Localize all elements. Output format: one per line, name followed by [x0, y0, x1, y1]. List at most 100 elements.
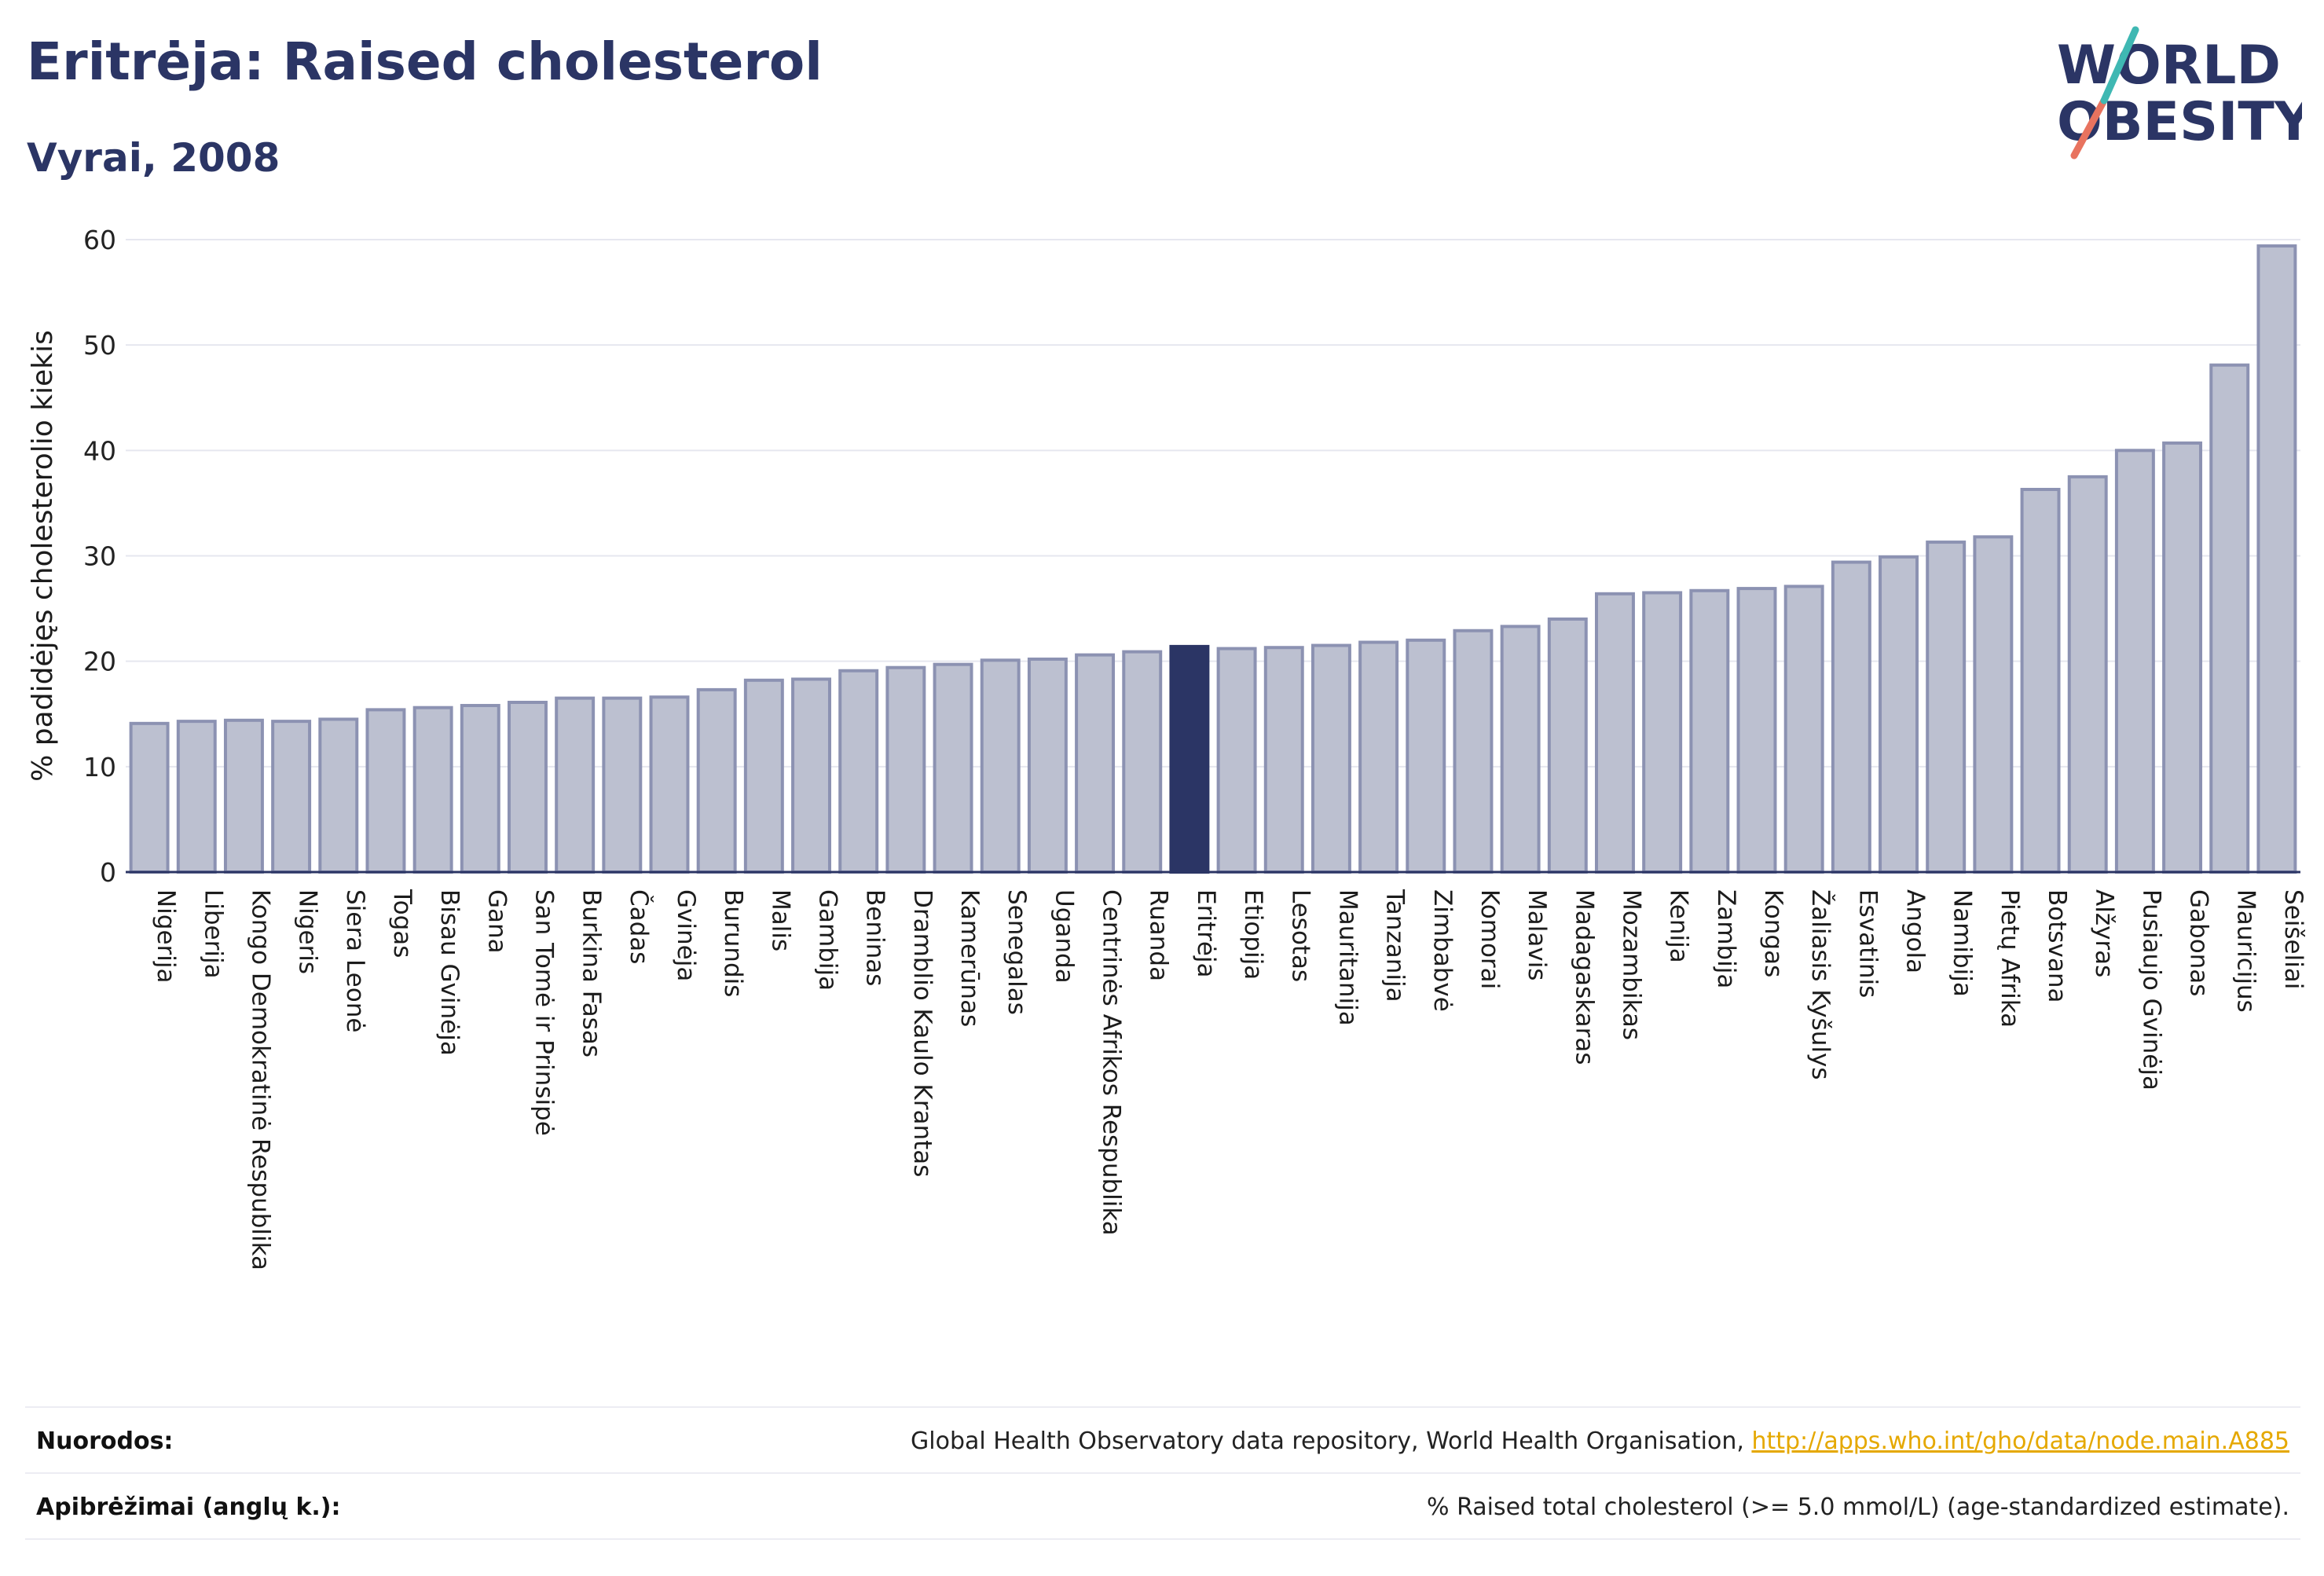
bar [365, 708, 406, 874]
x-tick-label: Lesotas [1286, 889, 1314, 982]
bar [602, 696, 643, 874]
bar [1642, 591, 1683, 874]
y-axis-label: % padidėjęs cholesterolio kiekis [27, 330, 59, 782]
x-tick-label: Dramblio Kaulo Krantas [908, 889, 937, 1177]
bar [743, 678, 784, 874]
x-tick-label: Seišeliai [2279, 889, 2308, 989]
bar [2020, 487, 2061, 874]
x-tick-label: Tanzanija [1381, 889, 1409, 1002]
x-tick-label: Gabonas [2185, 889, 2213, 996]
sources-row: Nuorodos: Global Health Observatory data… [25, 1406, 2300, 1474]
y-tick-label: 50 [83, 330, 116, 361]
x-tick-label: Burundis [719, 889, 747, 997]
bar [2209, 363, 2250, 874]
x-tick-label: Botsvana [2043, 889, 2071, 1003]
x-tick-label: Zambija [1712, 889, 1740, 988]
bar [791, 677, 831, 874]
chart-title: Eritrėja: Raised cholesterol [27, 31, 823, 92]
x-tick-label: Eritrėja [1192, 889, 1220, 978]
bar [696, 687, 737, 874]
bar [2114, 449, 2155, 874]
bar [885, 665, 926, 874]
x-tick-label: Malavis [1523, 889, 1551, 980]
x-tick-label: Alžyras [2090, 889, 2118, 977]
bar [412, 706, 453, 874]
logo-line-1: WORLD [2057, 35, 2281, 97]
x-tick-label: San Tomė ir Prinsipė [530, 889, 558, 1136]
x-tick-label: Kongo Demokratinė Respublika [246, 889, 274, 1270]
x-tick-label: Angola [1901, 889, 1930, 973]
x-tick-label: Esvatinis [1853, 889, 1882, 998]
bar [2162, 441, 2203, 874]
sources-link[interactable]: http://apps.who.int/gho/data/node.main.A… [1751, 1427, 2289, 1455]
x-tick-label: Madagaskaras [1570, 889, 1598, 1065]
bar [1689, 588, 1730, 874]
bar [1879, 555, 1919, 874]
x-tick-label: Gvinėja [672, 889, 700, 981]
x-tick-label: Nigerija [152, 889, 180, 984]
bar [1216, 647, 1257, 874]
x-tick-label: Žaliasis Kyšulys [1806, 889, 1835, 1080]
bar [460, 704, 500, 874]
x-tick-label: Beninas [861, 889, 889, 986]
x-tick-label: Namibija [1948, 889, 1977, 997]
bar [1310, 643, 1351, 874]
bar [223, 718, 264, 874]
x-tick-label: Pusiaujo Gvinėja [2137, 889, 2165, 1090]
bar [1595, 592, 1635, 874]
x-tick-label: Togas [388, 889, 416, 958]
x-tick-label: Nigeris [294, 889, 322, 974]
sources-label: Nuorodos: [36, 1427, 174, 1455]
bar [2256, 244, 2297, 874]
bar [2067, 475, 2108, 874]
logo-slash-coral [2070, 97, 2108, 159]
y-tick-label: 0 [100, 857, 116, 888]
bar [1973, 535, 2014, 874]
x-tick-label: Mozambikas [1617, 889, 1645, 1040]
y-tick-label: 10 [83, 752, 116, 783]
bar [176, 720, 217, 874]
x-tick-label: Pietų Afrika [1996, 889, 2024, 1028]
x-tick-label: Gambija [814, 889, 842, 991]
bar [980, 658, 1021, 874]
definitions-row: Apibrėžimai (anglų k.): % Raised total c… [25, 1472, 2300, 1540]
logo-slash-teal [2100, 26, 2139, 104]
bar [129, 721, 170, 874]
x-tick-label: Siera Leonė [341, 889, 369, 1032]
bar [1453, 629, 1494, 874]
bar [1547, 618, 1588, 874]
x-tick-label: Liberija [199, 889, 227, 979]
bar [1406, 638, 1446, 874]
x-axis: Nigerija Liberija Kongo Demokratinė Respub… [152, 889, 2308, 1270]
bar-chart: 0 10 20 30 40 50 60 Nigerija Liberija Kongo Demo… [27, 225, 2308, 1270]
bars [129, 244, 2297, 874]
bar [1358, 640, 1399, 874]
footer-divider [25, 1538, 2300, 1540]
x-tick-label: Čadas [625, 889, 654, 964]
x-tick-label: Kongas [1759, 889, 1787, 977]
bar [933, 662, 973, 874]
sources-text: Global Health Observatory data repositor… [911, 1427, 1752, 1455]
bar [838, 669, 879, 874]
bar [1500, 625, 1541, 874]
x-tick-label: Mauritanija [1333, 889, 1362, 1026]
x-tick-label: Senegalas [1003, 889, 1031, 1015]
x-tick-label: Burkina Fasas [577, 889, 606, 1057]
definitions-value: % Raised total cholesterol (>= 5.0 mmol/… [1427, 1493, 2289, 1521]
definitions-label: Apibrėžimai (anglų k.): [36, 1493, 341, 1521]
bar [1263, 646, 1304, 874]
bar [555, 696, 596, 874]
bar [1783, 585, 1824, 874]
sources-value: Global Health Observatory data repositor… [911, 1428, 2300, 1455]
x-tick-label: Etiopija [1239, 889, 1267, 980]
x-tick-label: Kenija [1665, 889, 1693, 963]
x-tick-label: Uganda [1050, 889, 1078, 984]
x-tick-label: Gana [482, 889, 511, 954]
logo-line-2: OBESITY [2057, 91, 2302, 153]
bar [1075, 653, 1116, 874]
x-tick-label: Mauricijus [2232, 889, 2260, 1013]
x-tick-label: Ruanda [1145, 889, 1173, 981]
y-tick-label: 60 [83, 225, 116, 255]
y-axis: 0 10 20 30 40 50 60 [83, 225, 116, 888]
bar [508, 700, 548, 874]
